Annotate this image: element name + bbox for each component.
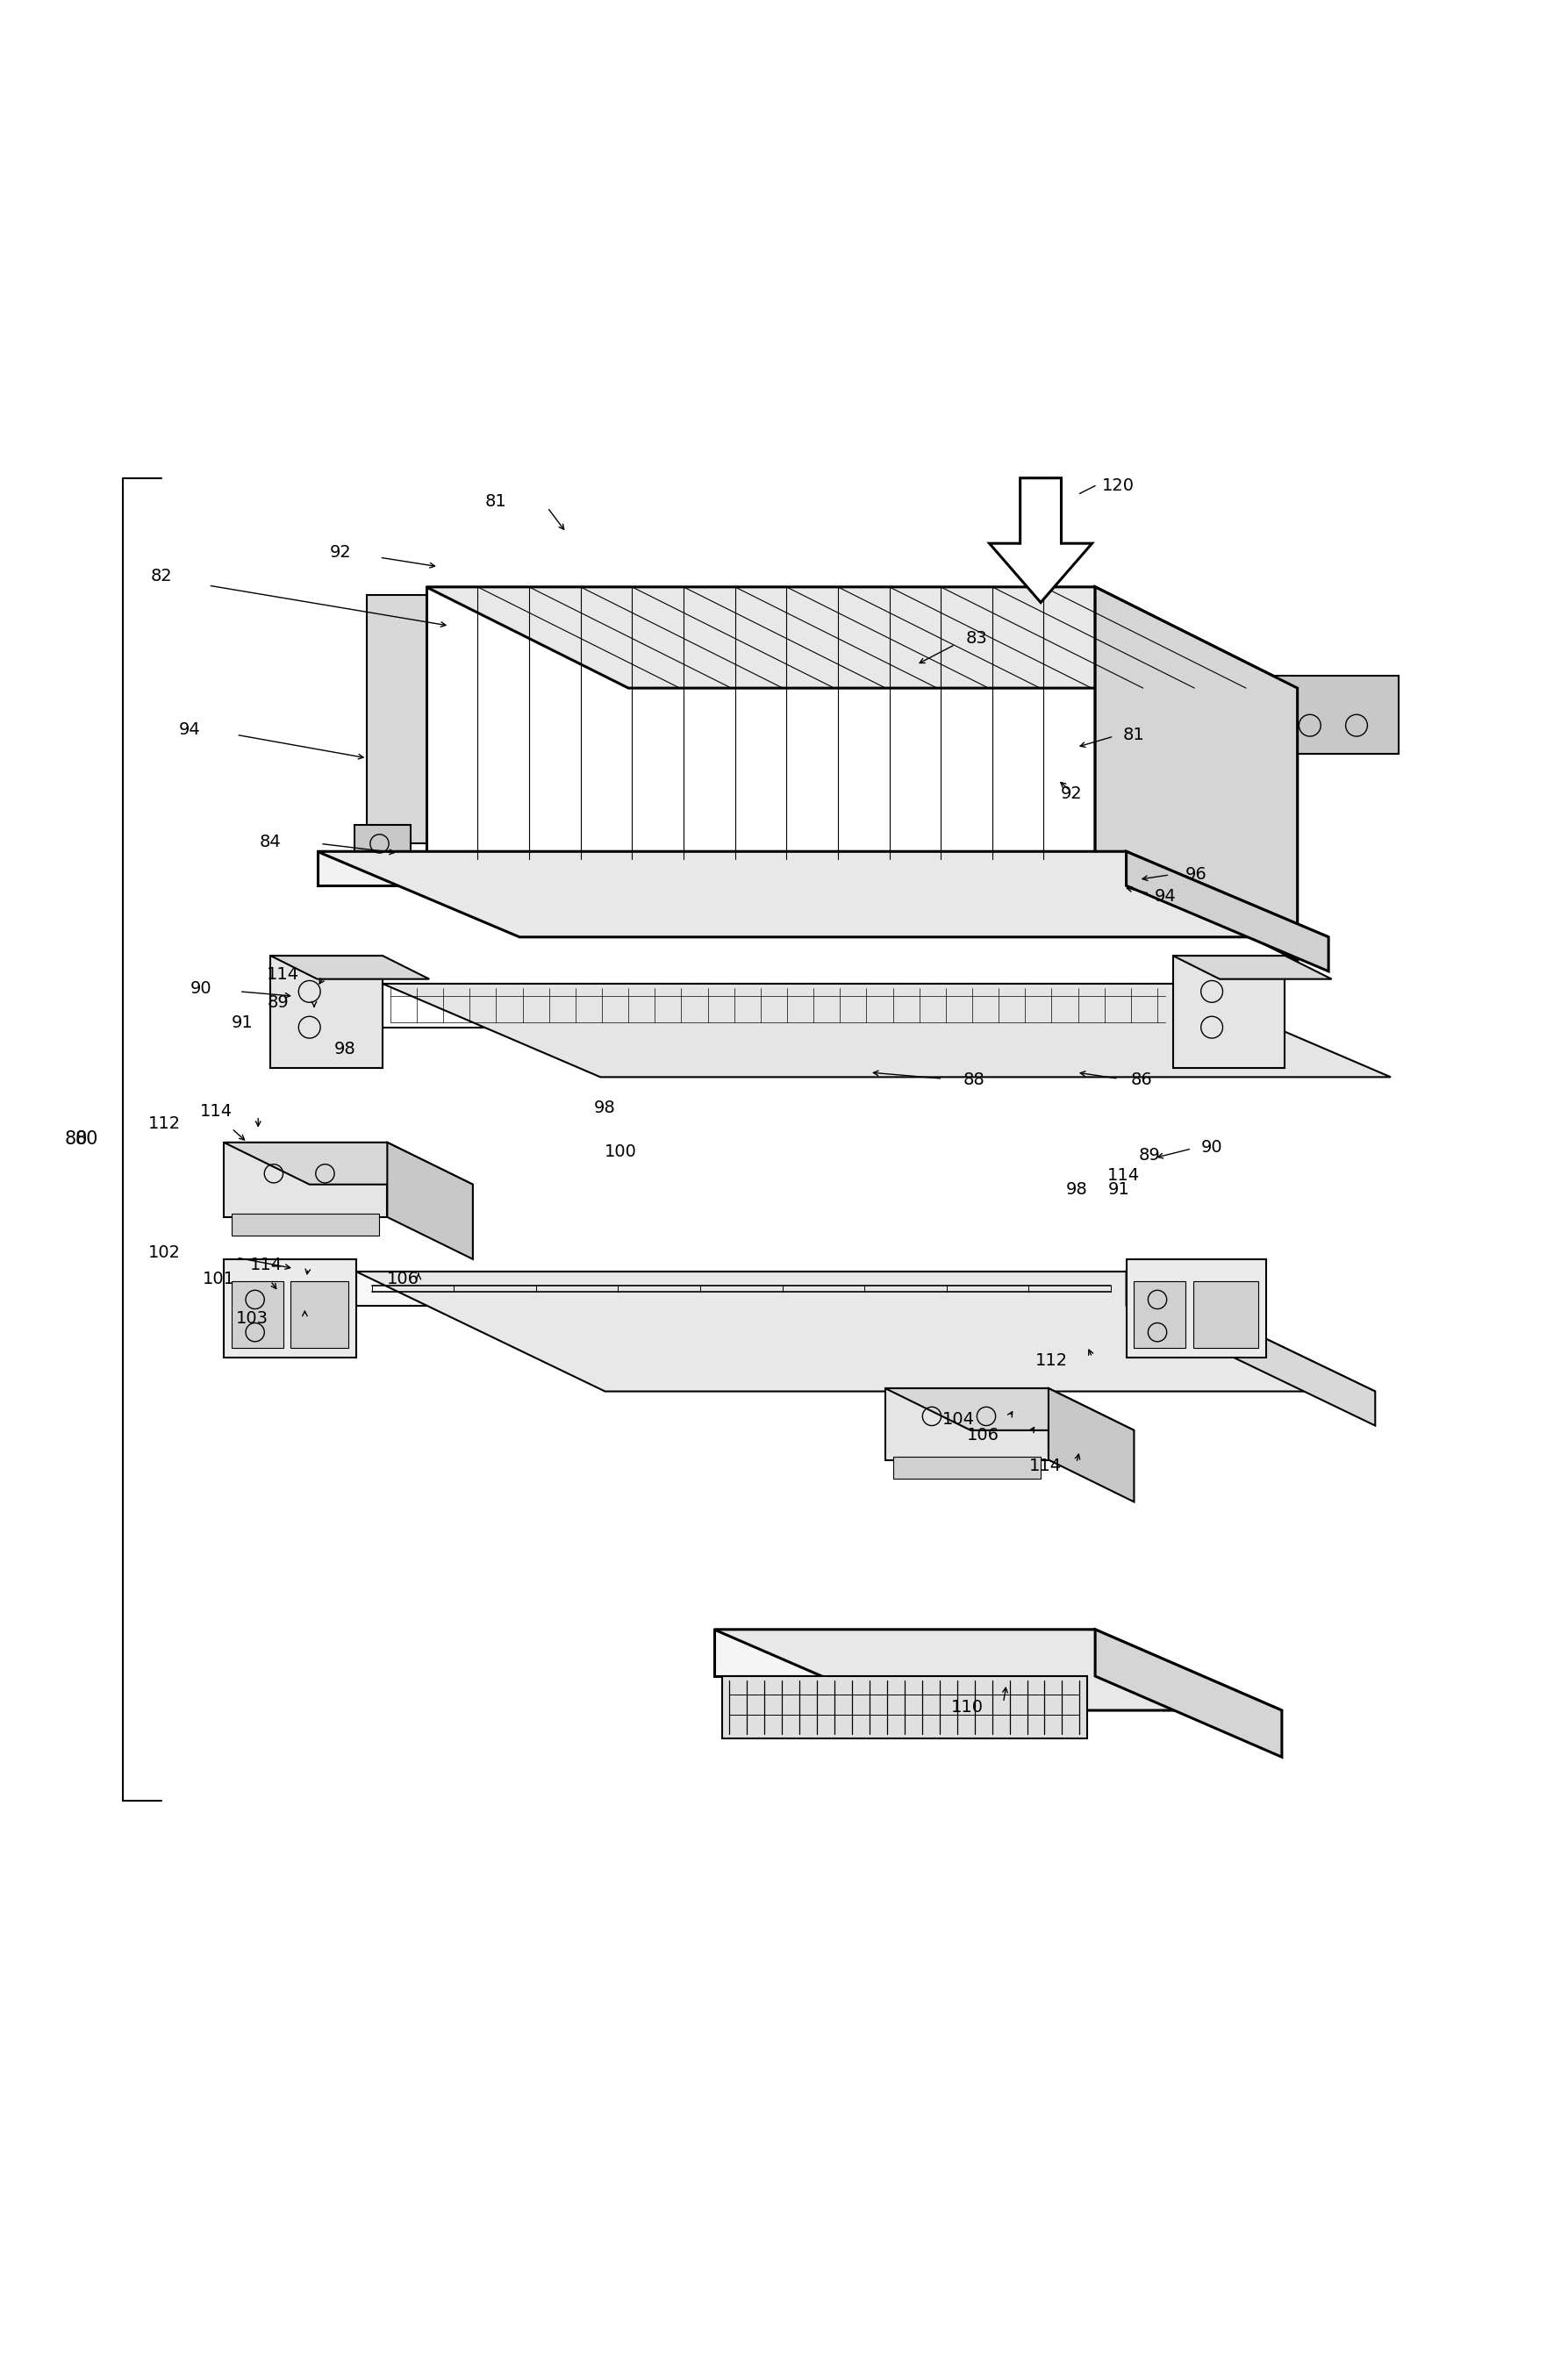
Polygon shape <box>356 1271 1375 1392</box>
Polygon shape <box>1126 852 1328 970</box>
Polygon shape <box>1267 676 1399 754</box>
Polygon shape <box>232 1214 379 1236</box>
Polygon shape <box>426 586 1094 859</box>
Text: 90: 90 <box>1201 1139 1223 1155</box>
Text: 89: 89 <box>1138 1146 1160 1162</box>
Text: 114: 114 <box>1029 1459 1062 1475</box>
Text: 89: 89 <box>268 994 289 1010</box>
Text: 110: 110 <box>952 1698 983 1715</box>
Polygon shape <box>713 1630 1094 1677</box>
Text: 86: 86 <box>1131 1072 1152 1089</box>
Text: 106: 106 <box>967 1426 999 1442</box>
Text: 112: 112 <box>1035 1352 1068 1369</box>
Text: 102: 102 <box>149 1245 180 1262</box>
Text: 80: 80 <box>75 1131 99 1148</box>
Polygon shape <box>1094 586 1297 961</box>
Text: 94: 94 <box>1154 887 1176 906</box>
Text: 80: 80 <box>64 1131 88 1148</box>
Text: 98: 98 <box>334 1041 356 1058</box>
Text: 96: 96 <box>1185 866 1207 882</box>
Polygon shape <box>1193 1281 1259 1347</box>
Polygon shape <box>1094 586 1297 961</box>
Polygon shape <box>721 1677 1087 1739</box>
Text: 92: 92 <box>1062 785 1082 802</box>
Polygon shape <box>1126 1271 1375 1426</box>
Text: 114: 114 <box>249 1257 282 1274</box>
Text: 106: 106 <box>387 1271 419 1288</box>
Polygon shape <box>224 1260 356 1357</box>
Polygon shape <box>884 1388 1049 1459</box>
Text: 120: 120 <box>1102 477 1135 493</box>
Polygon shape <box>426 586 1297 688</box>
Polygon shape <box>271 956 430 980</box>
Polygon shape <box>383 984 1173 1027</box>
Polygon shape <box>367 595 426 844</box>
Text: 104: 104 <box>942 1411 974 1428</box>
Text: 91: 91 <box>1107 1181 1129 1198</box>
Text: 94: 94 <box>179 721 201 738</box>
Polygon shape <box>892 1456 1041 1478</box>
Text: 81: 81 <box>1123 726 1145 742</box>
Text: 92: 92 <box>329 546 351 562</box>
Polygon shape <box>356 1271 1126 1307</box>
Polygon shape <box>383 984 1391 1077</box>
Polygon shape <box>224 1143 474 1184</box>
Polygon shape <box>354 825 411 868</box>
Text: 114: 114 <box>267 965 299 982</box>
Text: 82: 82 <box>151 567 172 584</box>
Text: 103: 103 <box>235 1309 268 1326</box>
Text: 91: 91 <box>232 1015 254 1032</box>
Text: 88: 88 <box>963 1072 985 1089</box>
Text: 83: 83 <box>966 631 988 648</box>
Polygon shape <box>1049 1388 1134 1501</box>
Polygon shape <box>317 852 1126 885</box>
Polygon shape <box>290 1281 348 1347</box>
Polygon shape <box>1126 1260 1267 1357</box>
Polygon shape <box>1134 1281 1185 1347</box>
Polygon shape <box>884 1388 1134 1430</box>
Polygon shape <box>232 1281 284 1347</box>
Polygon shape <box>1094 1630 1283 1758</box>
Polygon shape <box>317 852 1328 937</box>
Text: 98: 98 <box>1066 1181 1087 1198</box>
Polygon shape <box>1173 956 1331 980</box>
Polygon shape <box>1173 956 1284 1067</box>
Text: 101: 101 <box>202 1271 235 1288</box>
Text: 114: 114 <box>199 1103 232 1120</box>
Text: 81: 81 <box>486 493 506 510</box>
Polygon shape <box>271 956 383 1067</box>
Text: 98: 98 <box>594 1101 616 1117</box>
Text: 114: 114 <box>1107 1167 1140 1184</box>
Text: 112: 112 <box>149 1115 180 1131</box>
Polygon shape <box>713 1630 1283 1710</box>
Text: 84: 84 <box>260 835 281 852</box>
Polygon shape <box>989 479 1091 602</box>
Polygon shape <box>224 1143 387 1217</box>
Text: 90: 90 <box>190 980 212 996</box>
Text: 100: 100 <box>604 1143 637 1160</box>
Polygon shape <box>387 1143 474 1260</box>
